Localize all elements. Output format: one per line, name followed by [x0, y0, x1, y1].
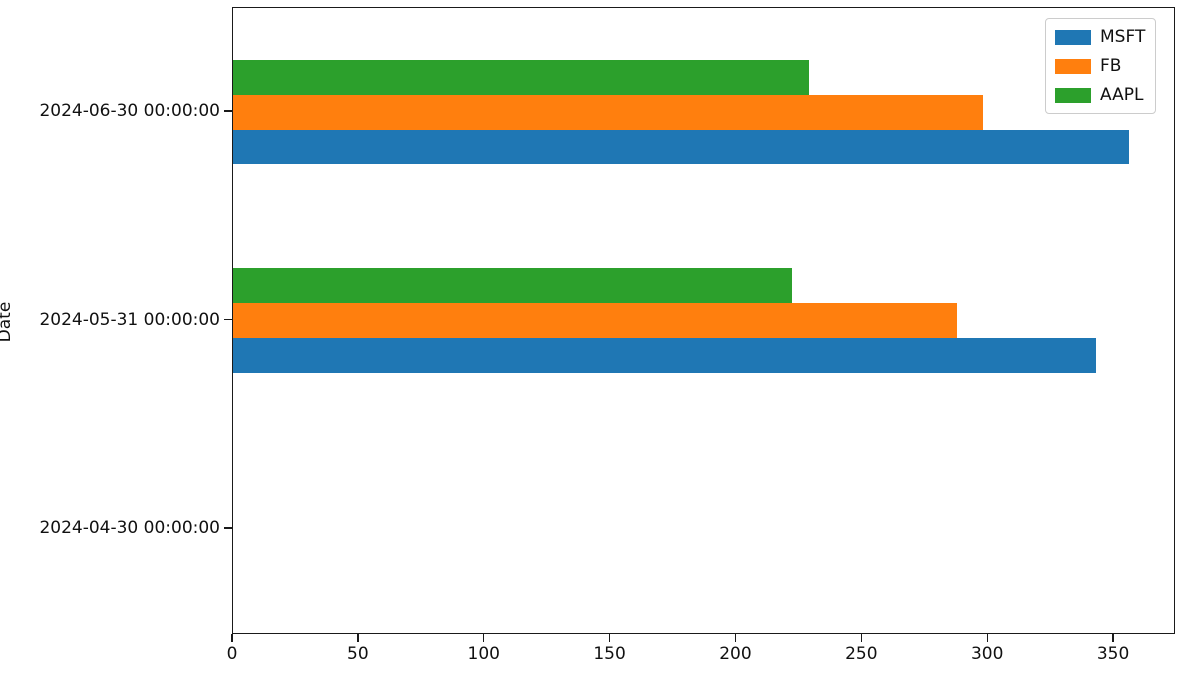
x-tick-mark — [483, 634, 485, 642]
bar-msft-2024-05-31 — [233, 337, 1097, 373]
legend-color-patch — [1055, 87, 1091, 103]
x-tick-label: 150 — [593, 644, 626, 664]
bar-aapl-2024-06-30 — [233, 60, 810, 95]
x-tick-mark — [860, 634, 863, 642]
legend-label: FB — [1100, 56, 1122, 76]
x-tick-label: 250 — [845, 644, 878, 664]
x-tick-label: 200 — [719, 644, 752, 664]
bar-fb-2024-05-31 — [233, 303, 957, 338]
x-tick-mark — [608, 634, 611, 642]
y-tick-mark — [224, 110, 232, 112]
legend-label: MSFT — [1100, 27, 1146, 47]
x-tick-mark — [734, 634, 737, 642]
x-tick-mark — [1112, 634, 1114, 642]
bar-aapl-2024-05-31 — [233, 268, 792, 304]
legend-label: AAPL — [1100, 85, 1144, 105]
x-tick-label: 50 — [347, 644, 369, 664]
legend-entry-fb: FB — [1055, 55, 1145, 77]
bar-fb-2024-06-30 — [233, 94, 984, 130]
y-tick-label: 2024-05-31 00:00:00 — [39, 309, 220, 330]
plot-area — [232, 7, 1175, 634]
x-tick-label: 0 — [226, 644, 238, 664]
x-tick-label: 300 — [970, 644, 1004, 664]
legend-entry-aapl: AAPL — [1055, 84, 1145, 106]
y-tick-mark — [224, 527, 232, 529]
x-tick-label: 100 — [467, 644, 500, 664]
y-tick-label: 2024-04-30 00:00:00 — [39, 517, 220, 538]
bar-msft-2024-06-30 — [233, 129, 1130, 165]
y-tick-label: 2024-06-30 00:00:00 — [39, 101, 220, 122]
y-tick-mark — [224, 318, 232, 321]
x-tick-mark — [986, 634, 988, 642]
legend-entry-msft: MSFT — [1055, 26, 1145, 48]
legend-color-patch — [1055, 58, 1091, 74]
x-tick-label: 350 — [1096, 644, 1130, 664]
legend-color-patch — [1055, 29, 1091, 45]
x-tick-mark — [357, 634, 359, 642]
legend: MSFT FB AAPL — [1045, 18, 1157, 114]
x-tick-mark — [231, 634, 233, 642]
